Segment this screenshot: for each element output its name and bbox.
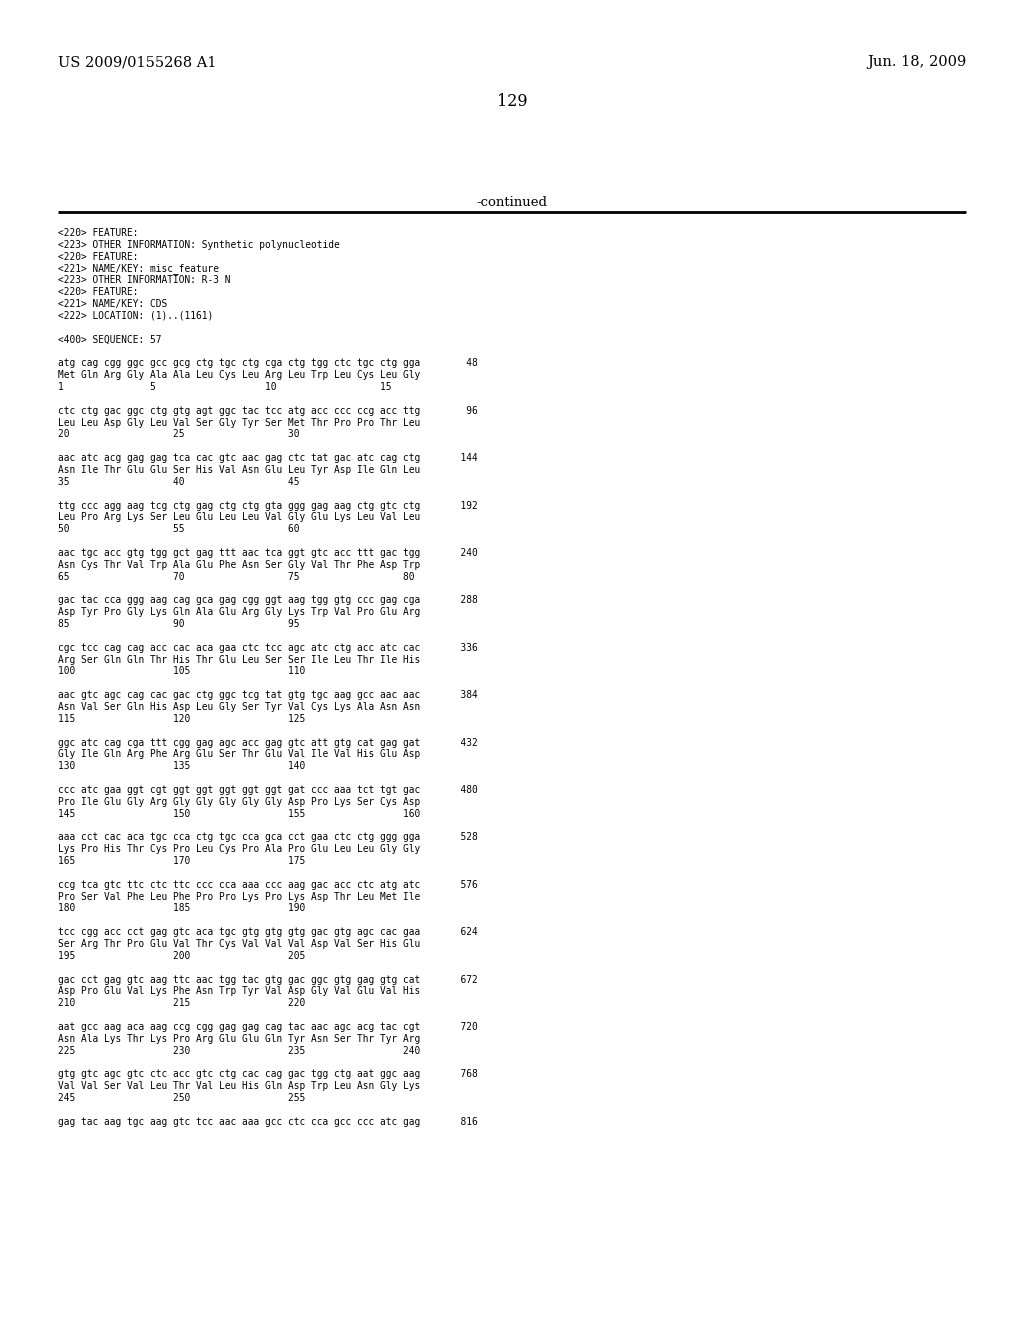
- Text: Asn Cys Thr Val Trp Ala Glu Phe Asn Ser Gly Val Thr Phe Asp Trp: Asn Cys Thr Val Trp Ala Glu Phe Asn Ser …: [58, 560, 420, 570]
- Text: ggc atc cag cga ttt cgg gag agc acc gag gtc att gtg cat gag gat       432: ggc atc cag cga ttt cgg gag agc acc gag …: [58, 738, 478, 747]
- Text: Met Gln Arg Gly Ala Ala Leu Cys Leu Arg Leu Trp Leu Cys Leu Gly: Met Gln Arg Gly Ala Ala Leu Cys Leu Arg …: [58, 370, 420, 380]
- Text: cgc tcc cag cag acc cac aca gaa ctc tcc agc atc ctg acc atc cac       336: cgc tcc cag cag acc cac aca gaa ctc tcc …: [58, 643, 478, 653]
- Text: <220> FEATURE:: <220> FEATURE:: [58, 228, 138, 238]
- Text: Leu Pro Arg Lys Ser Leu Glu Leu Leu Val Gly Glu Lys Leu Val Leu: Leu Pro Arg Lys Ser Leu Glu Leu Leu Val …: [58, 512, 420, 523]
- Text: Pro Ser Val Phe Leu Phe Pro Pro Lys Pro Lys Asp Thr Leu Met Ile: Pro Ser Val Phe Leu Phe Pro Pro Lys Pro …: [58, 891, 420, 902]
- Text: Arg Ser Gln Gln Thr His Thr Glu Leu Ser Ser Ile Leu Thr Ile His: Arg Ser Gln Gln Thr His Thr Glu Leu Ser …: [58, 655, 420, 664]
- Text: 225                 230                 235                 240: 225 230 235 240: [58, 1045, 420, 1056]
- Text: Val Val Ser Val Leu Thr Val Leu His Gln Asp Trp Leu Asn Gly Lys: Val Val Ser Val Leu Thr Val Leu His Gln …: [58, 1081, 420, 1092]
- Text: 65                  70                  75                  80: 65 70 75 80: [58, 572, 415, 582]
- Text: Asp Pro Glu Val Lys Phe Asn Trp Tyr Val Asp Gly Val Glu Val His: Asp Pro Glu Val Lys Phe Asn Trp Tyr Val …: [58, 986, 420, 997]
- Text: 115                 120                 125: 115 120 125: [58, 714, 305, 723]
- Text: tcc cgg acc cct gag gtc aca tgc gtg gtg gtg gac gtg agc cac gaa       624: tcc cgg acc cct gag gtc aca tgc gtg gtg …: [58, 927, 478, 937]
- Text: aac atc acg gag gag tca cac gtc aac gag ctc tat gac atc cag ctg       144: aac atc acg gag gag tca cac gtc aac gag …: [58, 453, 478, 463]
- Text: gag tac aag tgc aag gtc tcc aac aaa gcc ctc cca gcc ccc atc gag       816: gag tac aag tgc aag gtc tcc aac aaa gcc …: [58, 1117, 478, 1127]
- Text: 50                  55                  60: 50 55 60: [58, 524, 299, 535]
- Text: <220> FEATURE:: <220> FEATURE:: [58, 288, 138, 297]
- Text: 100                 105                 110: 100 105 110: [58, 667, 305, 676]
- Text: 1               5                   10                  15: 1 5 10 15: [58, 381, 391, 392]
- Text: Jun. 18, 2009: Jun. 18, 2009: [866, 55, 966, 69]
- Text: 245                 250                 255: 245 250 255: [58, 1093, 305, 1104]
- Text: ctc ctg gac ggc ctg gtg agt ggc tac tcc atg acc ccc ccg acc ttg        96: ctc ctg gac ggc ctg gtg agt ggc tac tcc …: [58, 405, 478, 416]
- Text: 130                 135                 140: 130 135 140: [58, 762, 305, 771]
- Text: Asn Val Ser Gln His Asp Leu Gly Ser Tyr Val Cys Lys Ala Asn Asn: Asn Val Ser Gln His Asp Leu Gly Ser Tyr …: [58, 702, 420, 711]
- Text: <223> OTHER INFORMATION: Synthetic polynucleotide: <223> OTHER INFORMATION: Synthetic polyn…: [58, 240, 340, 249]
- Text: <221> NAME/KEY: misc_feature: <221> NAME/KEY: misc_feature: [58, 264, 219, 275]
- Text: Gly Ile Gln Arg Phe Arg Glu Ser Thr Glu Val Ile Val His Glu Asp: Gly Ile Gln Arg Phe Arg Glu Ser Thr Glu …: [58, 750, 420, 759]
- Text: aat gcc aag aca aag ccg cgg gag gag cag tac aac agc acg tac cgt       720: aat gcc aag aca aag ccg cgg gag gag cag …: [58, 1022, 478, 1032]
- Text: Leu Leu Asp Gly Leu Val Ser Gly Tyr Ser Met Thr Pro Pro Thr Leu: Leu Leu Asp Gly Leu Val Ser Gly Tyr Ser …: [58, 417, 420, 428]
- Text: 210                 215                 220: 210 215 220: [58, 998, 305, 1008]
- Text: 145                 150                 155                 160: 145 150 155 160: [58, 809, 420, 818]
- Text: ttg ccc agg aag tcg ctg gag ctg ctg gta ggg gag aag ctg gtc ctg       192: ttg ccc agg aag tcg ctg gag ctg ctg gta …: [58, 500, 478, 511]
- Text: 180                 185                 190: 180 185 190: [58, 903, 305, 913]
- Text: aac tgc acc gtg tgg gct gag ttt aac tca ggt gtc acc ttt gac tgg       240: aac tgc acc gtg tgg gct gag ttt aac tca …: [58, 548, 478, 558]
- Text: gtg gtc agc gtc ctc acc gtc ctg cac cag gac tgg ctg aat ggc aag       768: gtg gtc agc gtc ctc acc gtc ctg cac cag …: [58, 1069, 478, 1080]
- Text: 129: 129: [497, 92, 527, 110]
- Text: atg cag cgg ggc gcc gcg ctg tgc ctg cga ctg tgg ctc tgc ctg gga        48: atg cag cgg ggc gcc gcg ctg tgc ctg cga …: [58, 358, 478, 368]
- Text: 85                  90                  95: 85 90 95: [58, 619, 299, 630]
- Text: Asp Tyr Pro Gly Lys Gln Ala Glu Arg Gly Lys Trp Val Pro Glu Arg: Asp Tyr Pro Gly Lys Gln Ala Glu Arg Gly …: [58, 607, 420, 618]
- Text: Asn Ala Lys Thr Lys Pro Arg Glu Glu Gln Tyr Asn Ser Thr Tyr Arg: Asn Ala Lys Thr Lys Pro Arg Glu Glu Gln …: [58, 1034, 420, 1044]
- Text: <221> NAME/KEY: CDS: <221> NAME/KEY: CDS: [58, 300, 167, 309]
- Text: Pro Ile Glu Gly Arg Gly Gly Gly Gly Gly Asp Pro Lys Ser Cys Asp: Pro Ile Glu Gly Arg Gly Gly Gly Gly Gly …: [58, 797, 420, 807]
- Text: <400> SEQUENCE: 57: <400> SEQUENCE: 57: [58, 335, 162, 345]
- Text: Lys Pro His Thr Cys Pro Leu Cys Pro Ala Pro Glu Leu Leu Gly Gly: Lys Pro His Thr Cys Pro Leu Cys Pro Ala …: [58, 845, 420, 854]
- Text: <220> FEATURE:: <220> FEATURE:: [58, 252, 138, 261]
- Text: gac cct gag gtc aag ttc aac tgg tac gtg gac ggc gtg gag gtg cat       672: gac cct gag gtc aag ttc aac tgg tac gtg …: [58, 974, 478, 985]
- Text: Ser Arg Thr Pro Glu Val Thr Cys Val Val Val Asp Val Ser His Glu: Ser Arg Thr Pro Glu Val Thr Cys Val Val …: [58, 939, 420, 949]
- Text: 165                 170                 175: 165 170 175: [58, 857, 305, 866]
- Text: Asn Ile Thr Glu Glu Ser His Val Asn Glu Leu Tyr Asp Ile Gln Leu: Asn Ile Thr Glu Glu Ser His Val Asn Glu …: [58, 465, 420, 475]
- Text: <222> LOCATION: (1)..(1161): <222> LOCATION: (1)..(1161): [58, 312, 213, 321]
- Text: ccg tca gtc ttc ctc ttc ccc cca aaa ccc aag gac acc ctc atg atc       576: ccg tca gtc ttc ctc ttc ccc cca aaa ccc …: [58, 879, 478, 890]
- Text: 195                 200                 205: 195 200 205: [58, 950, 305, 961]
- Text: US 2009/0155268 A1: US 2009/0155268 A1: [58, 55, 216, 69]
- Text: aaa cct cac aca tgc cca ctg tgc cca gca cct gaa ctc ctg ggg gga       528: aaa cct cac aca tgc cca ctg tgc cca gca …: [58, 833, 478, 842]
- Text: 20                  25                  30: 20 25 30: [58, 429, 299, 440]
- Text: 35                  40                  45: 35 40 45: [58, 477, 299, 487]
- Text: <223> OTHER INFORMATION: R-3 N: <223> OTHER INFORMATION: R-3 N: [58, 276, 230, 285]
- Text: -continued: -continued: [476, 195, 548, 209]
- Text: aac gtc agc cag cac gac ctg ggc tcg tat gtg tgc aag gcc aac aac       384: aac gtc agc cag cac gac ctg ggc tcg tat …: [58, 690, 478, 700]
- Text: ccc atc gaa ggt cgt ggt ggt ggt ggt ggt gat ccc aaa tct tgt gac       480: ccc atc gaa ggt cgt ggt ggt ggt ggt ggt …: [58, 785, 478, 795]
- Text: gac tac cca ggg aag cag gca gag cgg ggt aag tgg gtg ccc gag cga       288: gac tac cca ggg aag cag gca gag cgg ggt …: [58, 595, 478, 606]
